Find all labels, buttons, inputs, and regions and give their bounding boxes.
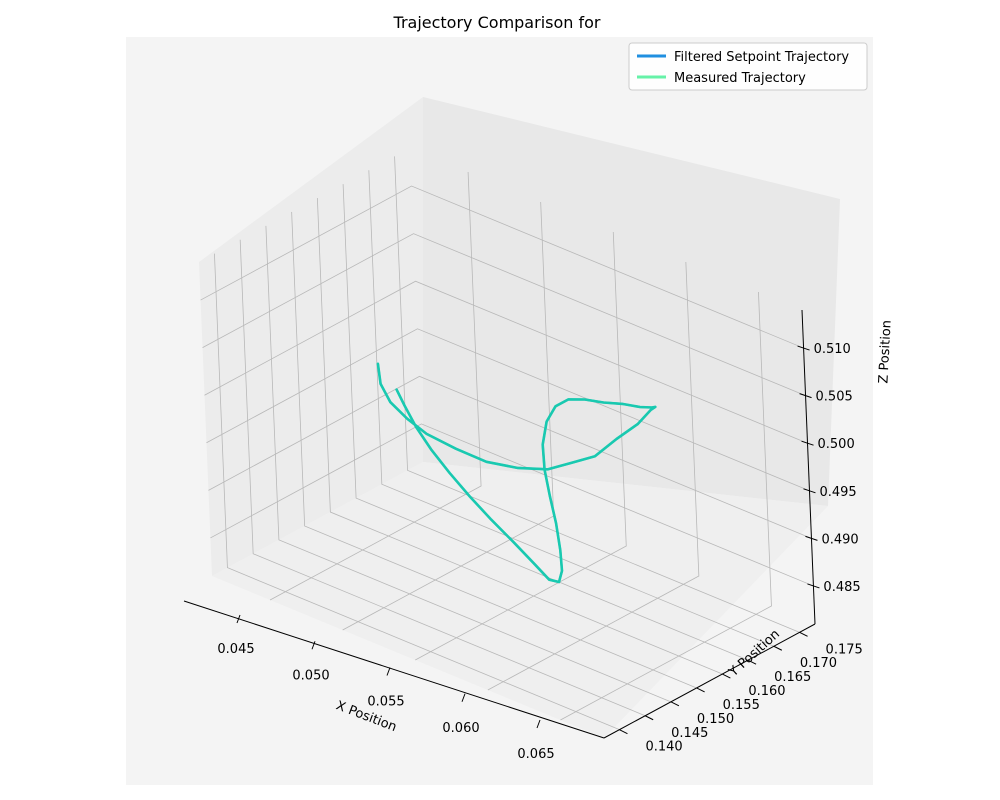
z-tick-5 bbox=[797, 345, 810, 351]
z-tick-3 bbox=[801, 440, 814, 446]
z-tick-label-4: 0.505 bbox=[816, 390, 853, 405]
z-gridline-3 bbox=[204, 280, 808, 444]
x-tick-label-4: 0.065 bbox=[517, 747, 554, 762]
pane-back-right bbox=[423, 97, 840, 506]
x-tick-0 bbox=[236, 614, 241, 624]
z-axis-line bbox=[801, 309, 816, 625]
y-tick-3 bbox=[696, 687, 705, 693]
y-tick-label-6: 0.170 bbox=[800, 656, 837, 671]
z-tick-0 bbox=[807, 583, 820, 589]
x-tick-2 bbox=[386, 667, 391, 676]
y-tick-label-1: 0.145 bbox=[671, 726, 708, 741]
grid-layer bbox=[200, 156, 814, 731]
y-gridline-3 bbox=[291, 211, 697, 689]
z-gridline-0 bbox=[210, 423, 814, 587]
y-tick-7 bbox=[799, 631, 808, 637]
x-axis-line bbox=[183, 600, 605, 739]
y-tick-label-0: 0.140 bbox=[645, 740, 682, 755]
y-axis-line bbox=[603, 623, 816, 739]
legend-frame bbox=[628, 42, 868, 91]
y-tick-label-4: 0.160 bbox=[748, 684, 785, 699]
y-tick-0 bbox=[619, 729, 628, 735]
y-tick-5 bbox=[747, 659, 757, 665]
z-gridline-1 bbox=[208, 375, 812, 539]
y-tick-label-3: 0.155 bbox=[723, 698, 760, 713]
legend-label-setpoint: Filtered Setpoint Trajectory bbox=[674, 50, 849, 65]
z-tick-4 bbox=[799, 393, 812, 399]
x-tick-label-1: 0.050 bbox=[292, 668, 329, 683]
y-gridline-0 bbox=[214, 253, 620, 731]
y-tick-6 bbox=[773, 645, 783, 651]
y-gridline-7 bbox=[394, 156, 800, 633]
z-tick-1 bbox=[805, 535, 818, 541]
y-gridline-5 bbox=[342, 184, 749, 661]
x-gridline-0 bbox=[269, 171, 482, 601]
z-tick-label-0: 0.485 bbox=[823, 580, 860, 595]
legend-label-measured: Measured Trajectory bbox=[674, 71, 806, 86]
z-gridline-4 bbox=[202, 233, 806, 397]
x-tick-1 bbox=[311, 641, 316, 650]
series-line-1 bbox=[376, 362, 657, 584]
y-tick-1 bbox=[644, 715, 654, 721]
x-gridline-3 bbox=[487, 261, 700, 691]
y-gridline-1 bbox=[239, 239, 646, 717]
y-tick-label-7: 0.175 bbox=[826, 642, 863, 657]
pane-back-left bbox=[199, 97, 423, 576]
y-gridline-6 bbox=[368, 170, 774, 647]
x-tick-label-0: 0.045 bbox=[217, 642, 254, 657]
y-tick-2 bbox=[670, 701, 680, 707]
y-gridline-4 bbox=[316, 198, 723, 675]
y-tick-label-2: 0.150 bbox=[697, 712, 734, 727]
z-tick-label-1: 0.490 bbox=[821, 532, 858, 547]
x-tick-label-2: 0.055 bbox=[367, 695, 404, 710]
z-gridline-5 bbox=[200, 185, 804, 349]
pane-floor bbox=[212, 462, 828, 738]
z-gridline-2 bbox=[206, 328, 810, 492]
x-tick-3 bbox=[461, 693, 466, 702]
tick-layer: 0.045 0.050 0.055 0.060 0.065 0.1400.1450.150… bbox=[217, 342, 862, 762]
x-gridline-2 bbox=[415, 231, 627, 661]
z-tick-label-2: 0.495 bbox=[819, 485, 856, 500]
axis-layer bbox=[183, 309, 816, 739]
x-tick-label-3: 0.060 bbox=[442, 721, 479, 736]
x-tick-4 bbox=[536, 719, 541, 729]
series-layer bbox=[376, 362, 657, 584]
y-tick-label-5: 0.165 bbox=[774, 670, 811, 685]
z-tick-label-5: 0.510 bbox=[814, 342, 851, 357]
y-tick-4 bbox=[722, 673, 731, 679]
x-gridline-4 bbox=[560, 291, 772, 721]
y-gridline-2 bbox=[265, 225, 672, 703]
z-tick-label-3: 0.500 bbox=[818, 437, 855, 452]
z-axis-label: Z Position bbox=[876, 320, 894, 384]
chart-title: Trajectory Comparison for bbox=[393, 13, 601, 32]
z-tick-2 bbox=[803, 488, 816, 494]
legend: Filtered Setpoint Trajectory Measured Tr… bbox=[628, 42, 868, 91]
